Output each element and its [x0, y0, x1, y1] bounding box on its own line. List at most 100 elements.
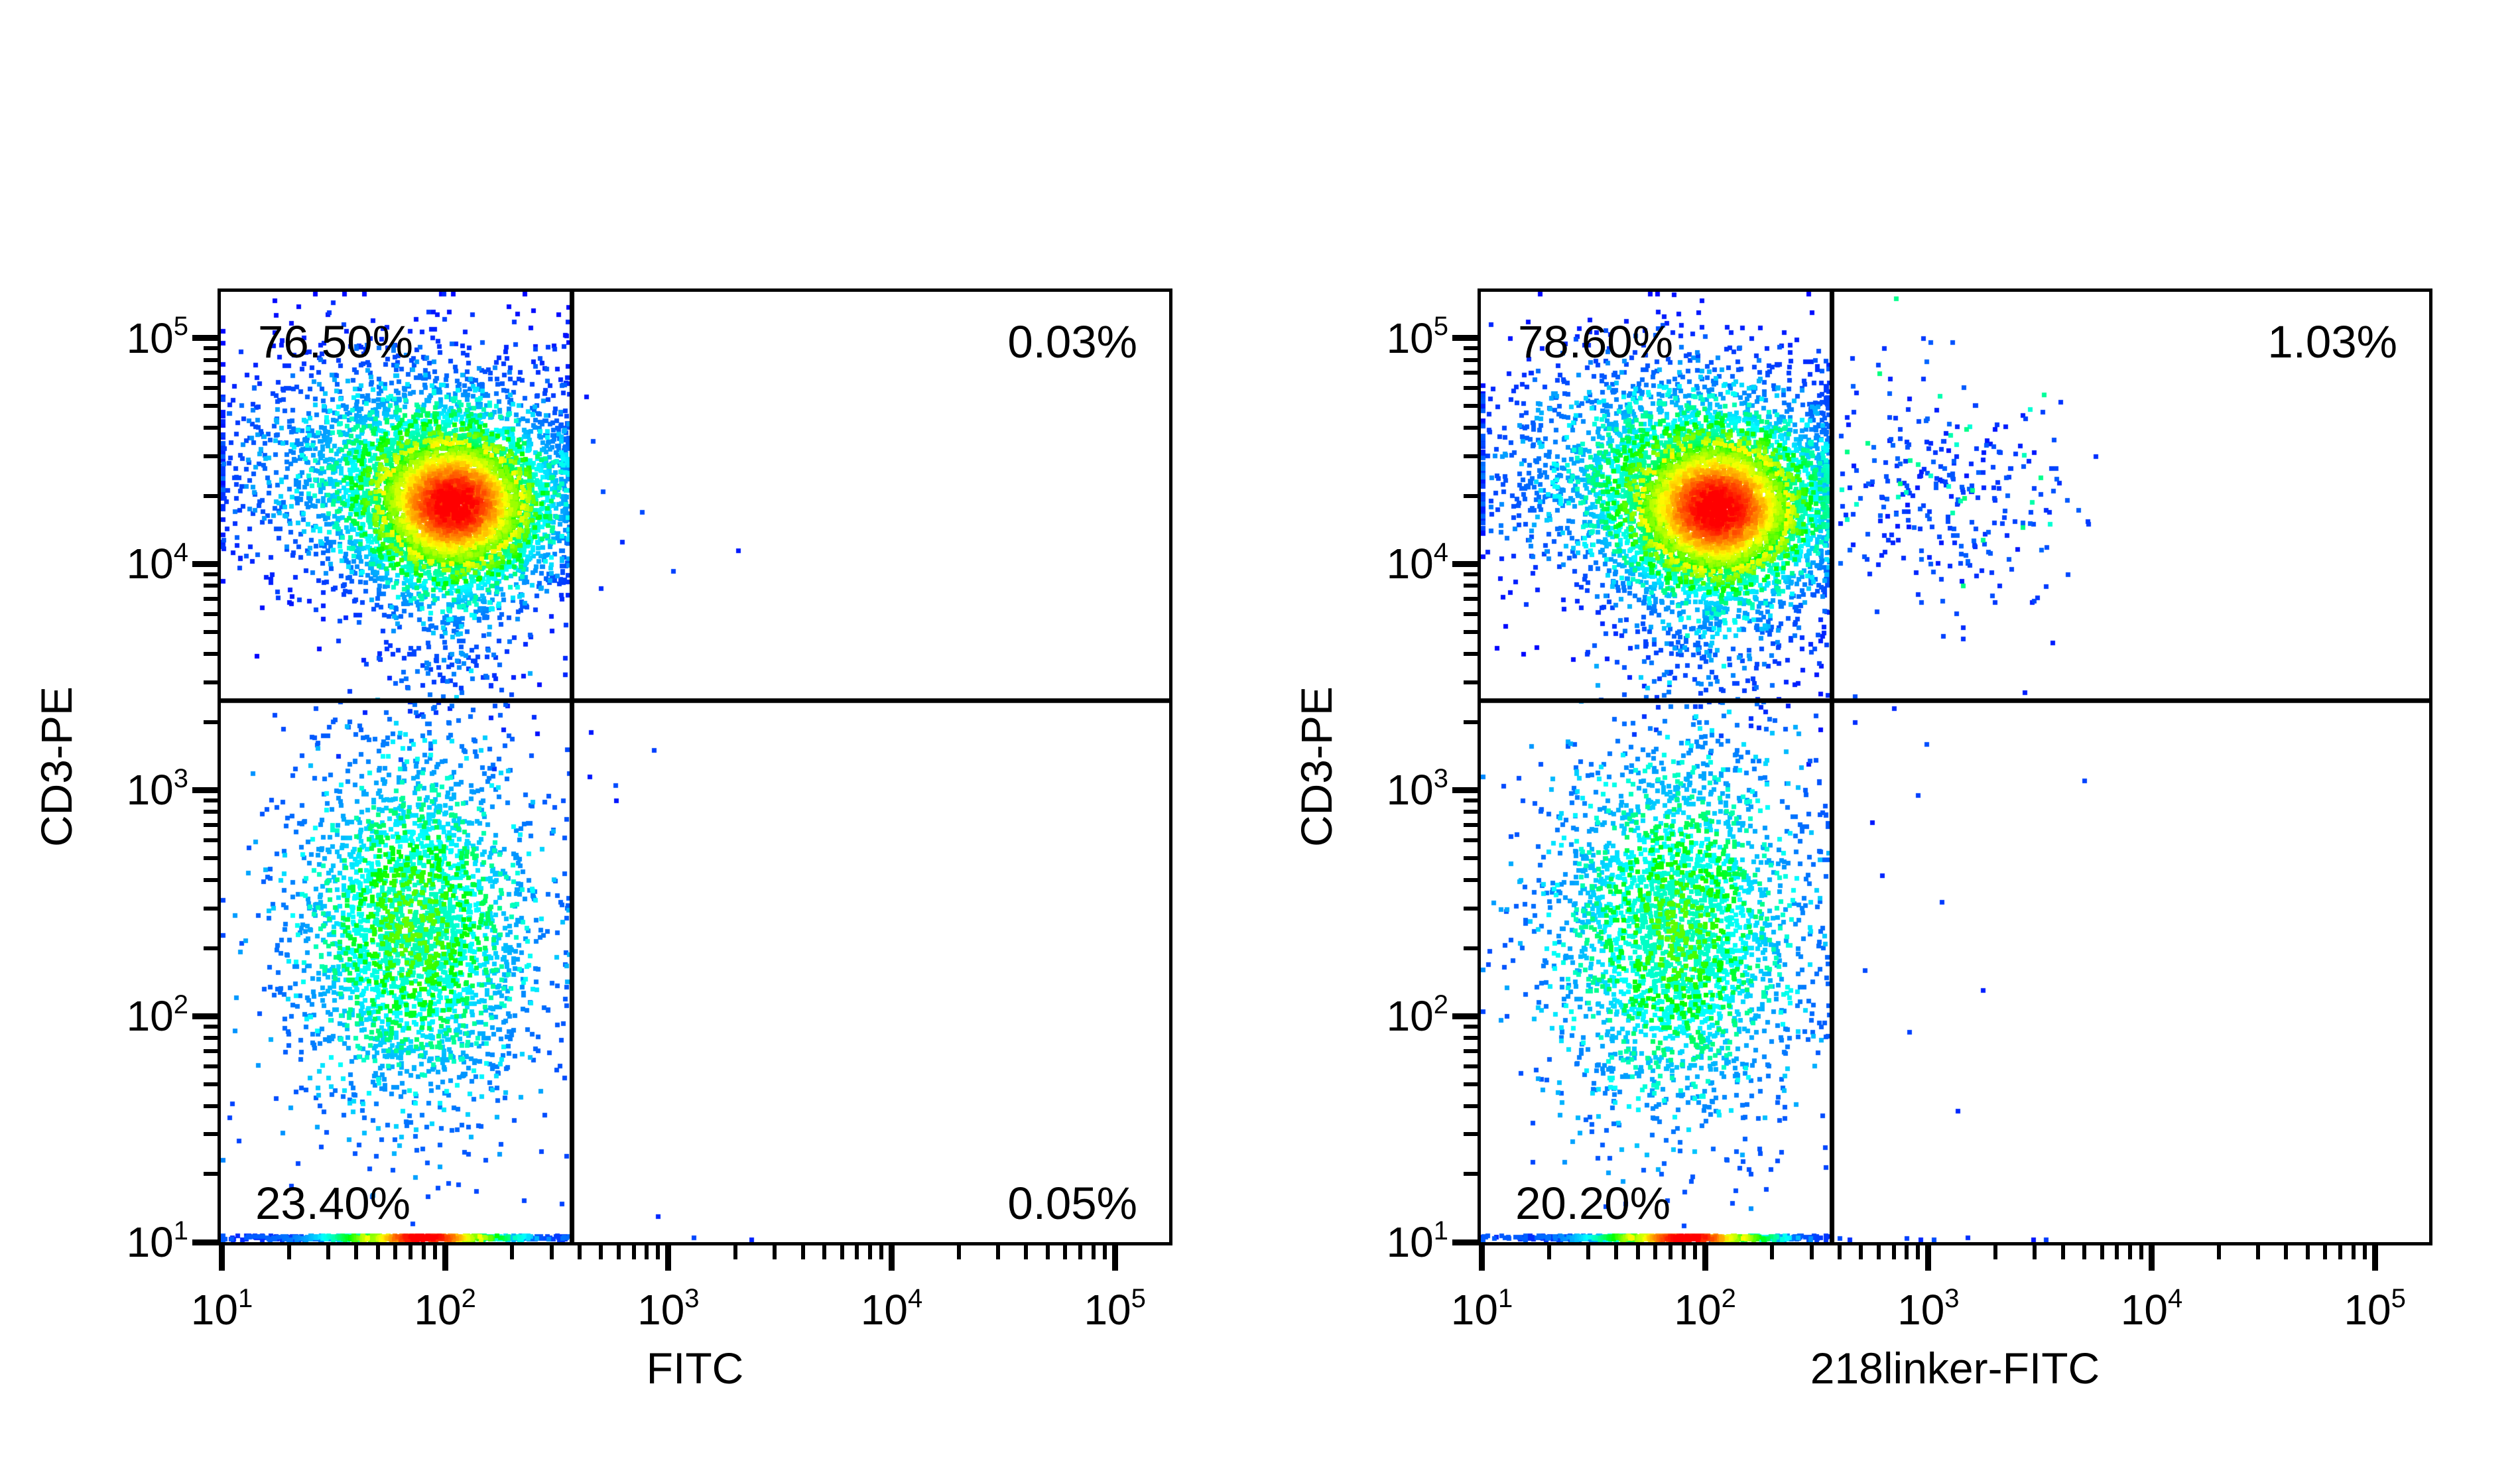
x-tick-label: 101 — [190, 1283, 253, 1334]
y-axis-major-tick — [192, 1239, 218, 1245]
y-axis-minor-tick — [1464, 454, 1478, 458]
x-axis-minor-tick — [956, 1245, 961, 1259]
y-axis-minor-tick — [1464, 1104, 1478, 1108]
x-axis-minor-tick — [822, 1245, 827, 1259]
y-axis-minor-tick — [1464, 838, 1478, 842]
y-axis-minor-tick — [1464, 1048, 1478, 1053]
y-axis-minor-tick — [1464, 386, 1478, 391]
x-axis-minor-tick — [1635, 1245, 1640, 1259]
x-axis-minor-tick — [1668, 1245, 1672, 1259]
y-axis-minor-tick — [1464, 404, 1478, 409]
x-axis-minor-tick — [645, 1245, 649, 1259]
x-axis-minor-tick — [1692, 1245, 1697, 1259]
y-axis-minor-tick — [204, 1064, 218, 1068]
y-axis-major-tick — [192, 787, 218, 793]
x-axis-minor-tick — [867, 1245, 872, 1259]
plot-frame: 76.50% 0.03% 23.40% 0.05% — [218, 288, 1172, 1245]
x-axis-minor-tick — [286, 1245, 291, 1259]
y-axis-minor-tick — [1464, 597, 1478, 602]
x-tick-label: 104 — [860, 1283, 923, 1334]
scatter-canvas — [1481, 292, 2429, 1242]
x-axis-minor-tick — [393, 1245, 398, 1259]
y-axis-minor-tick — [1464, 652, 1478, 657]
x-axis-minor-tick — [1653, 1245, 1658, 1259]
y-axis-minor-tick — [204, 810, 218, 814]
x-axis-minor-tick — [1993, 1245, 1998, 1259]
y-axis-minor-tick — [204, 652, 218, 657]
y-axis-minor-tick — [1464, 877, 1478, 882]
x-axis-minor-tick — [2127, 1245, 2132, 1259]
x-tick-label: 101 — [1450, 1283, 1513, 1334]
x-axis-major-tick — [218, 1245, 225, 1271]
quadrant-percent-upper-left: 78.60% — [1518, 316, 1674, 367]
y-axis-minor-tick — [1464, 1036, 1478, 1041]
x-axis-minor-tick — [1877, 1245, 1881, 1259]
y-axis-minor-tick — [204, 386, 218, 391]
quadrant-percent-upper-right: 1.03% — [2267, 316, 2397, 367]
x-axis-minor-tick — [2323, 1245, 2328, 1259]
x-axis-title: 218linker-FITC — [1810, 1344, 2100, 1393]
y-axis-minor-tick — [1464, 346, 1478, 351]
x-axis-minor-tick — [2362, 1245, 2367, 1259]
y-axis-minor-tick — [204, 680, 218, 684]
x-axis-minor-tick — [354, 1245, 359, 1259]
x-axis-minor-tick — [1905, 1245, 1909, 1259]
y-axis-minor-tick — [204, 454, 218, 458]
x-axis-minor-tick — [800, 1245, 805, 1259]
y-axis-minor-tick — [1464, 1064, 1478, 1068]
x-tick-label: 105 — [2344, 1283, 2406, 1334]
y-axis-minor-tick — [1464, 426, 1478, 430]
y-axis-minor-tick — [204, 720, 218, 724]
y-axis-minor-tick — [204, 1172, 218, 1176]
x-axis-minor-tick — [2100, 1245, 2104, 1259]
y-axis-minor-tick — [204, 838, 218, 842]
quadrant-percent-lower-left: 20.20% — [1515, 1178, 1671, 1229]
y-axis-minor-tick — [204, 798, 218, 802]
x-axis-minor-tick — [840, 1245, 844, 1259]
x-axis-major-tick — [2371, 1245, 2378, 1271]
x-axis-minor-tick — [1102, 1245, 1107, 1259]
y-axis-minor-tick — [1464, 946, 1478, 950]
y-tick-label: 105 — [1386, 312, 1448, 362]
x-axis-minor-tick — [1916, 1245, 1921, 1259]
y-axis-major-tick — [1452, 560, 1478, 567]
y-axis-minor-tick — [204, 1036, 218, 1041]
y-axis-major-tick — [192, 560, 218, 567]
y-axis-minor-tick — [204, 597, 218, 602]
y-axis-minor-tick — [204, 357, 218, 362]
y-axis-major-tick — [1452, 1239, 1478, 1245]
x-axis-major-tick — [888, 1245, 895, 1271]
y-axis-minor-tick — [204, 630, 218, 635]
x-axis-major-tick — [665, 1245, 672, 1271]
x-axis-minor-tick — [1091, 1245, 1096, 1259]
y-axis-minor-tick — [1464, 823, 1478, 828]
y-axis-minor-tick — [204, 572, 218, 577]
x-axis-minor-tick — [1586, 1245, 1591, 1259]
x-axis-minor-tick — [326, 1245, 331, 1259]
y-axis-minor-tick — [1464, 906, 1478, 911]
x-axis-minor-tick — [1063, 1245, 1068, 1259]
y-tick-label: 103 — [126, 763, 188, 814]
y-tick-label: 104 — [126, 538, 188, 588]
y-axis-minor-tick — [204, 1082, 218, 1086]
y-axis-minor-tick — [1464, 720, 1478, 724]
x-axis-minor-tick — [1024, 1245, 1029, 1259]
y-axis-minor-tick — [204, 346, 218, 351]
y-axis-minor-tick — [1464, 371, 1478, 375]
x-axis-major-tick — [2148, 1245, 2155, 1271]
x-axis-minor-tick — [1681, 1245, 1686, 1259]
x-axis-minor-tick — [617, 1245, 621, 1259]
y-axis-minor-tick — [204, 856, 218, 860]
x-axis-minor-tick — [656, 1245, 661, 1259]
x-axis-minor-tick — [2082, 1245, 2087, 1259]
x-axis-minor-tick — [421, 1245, 426, 1259]
y-axis-minor-tick — [1464, 1172, 1478, 1176]
x-tick-label: 102 — [1674, 1283, 1736, 1334]
x-tick-label: 104 — [2120, 1283, 2183, 1334]
x-axis-minor-tick — [1546, 1245, 1551, 1259]
x-axis-minor-tick — [510, 1245, 515, 1259]
y-axis-minor-tick — [204, 371, 218, 375]
x-axis-minor-tick — [2060, 1245, 2065, 1259]
y-axis-major-tick — [1452, 1013, 1478, 1019]
x-axis-minor-tick — [1859, 1245, 1863, 1259]
